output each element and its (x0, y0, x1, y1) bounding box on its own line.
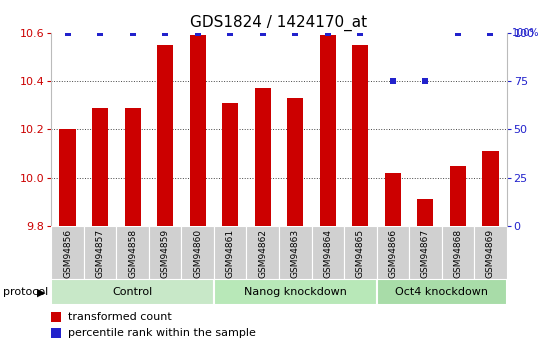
Text: GSM94859: GSM94859 (161, 229, 170, 278)
Bar (311, 226, 344, 279)
Text: GSM94857: GSM94857 (95, 229, 104, 278)
Text: 100%: 100% (512, 28, 540, 38)
Bar (149, 226, 181, 279)
Text: GSM94856: GSM94856 (63, 229, 72, 278)
Text: GSM94862: GSM94862 (258, 229, 267, 278)
Text: Nanog knockdown: Nanog knockdown (244, 287, 347, 297)
Bar (352, 45, 368, 226)
Text: GSM94858: GSM94858 (128, 229, 137, 278)
Bar (222, 103, 238, 226)
Text: GSM94869: GSM94869 (486, 229, 495, 278)
Text: transformed count: transformed count (68, 312, 172, 322)
Point (193, 30, 202, 36)
Point (226, 30, 235, 36)
Text: GSM94864: GSM94864 (323, 229, 332, 278)
Bar (181, 226, 214, 279)
Point (258, 30, 267, 36)
Bar (157, 45, 174, 226)
Bar (482, 151, 498, 226)
Bar (279, 226, 311, 279)
Bar (377, 279, 507, 305)
Point (161, 30, 170, 36)
Bar (51, 279, 214, 305)
Text: Control: Control (113, 287, 153, 297)
Text: ▶: ▶ (37, 287, 46, 297)
Text: GSM94863: GSM94863 (291, 229, 300, 278)
Bar (124, 108, 141, 226)
Bar (474, 226, 507, 279)
Text: Oct4 knockdown: Oct4 knockdown (395, 287, 488, 297)
Bar (450, 166, 466, 226)
Text: GSM94861: GSM94861 (226, 229, 235, 278)
Point (128, 30, 137, 36)
Point (486, 30, 495, 36)
Point (63, 30, 72, 36)
Bar (247, 226, 279, 279)
Text: GSM94867: GSM94867 (421, 229, 430, 278)
Text: percentile rank within the sample: percentile rank within the sample (68, 328, 256, 338)
Bar (320, 35, 336, 226)
Text: protocol: protocol (3, 287, 48, 297)
Point (291, 30, 300, 36)
Text: GSM94860: GSM94860 (193, 229, 202, 278)
Point (323, 30, 332, 36)
Bar (384, 173, 401, 226)
Text: GSM94868: GSM94868 (454, 229, 463, 278)
Bar (117, 226, 149, 279)
Bar (92, 108, 108, 226)
Text: GSM94865: GSM94865 (356, 229, 365, 278)
Point (421, 78, 430, 84)
Bar (214, 226, 247, 279)
Text: GSM94866: GSM94866 (388, 229, 397, 278)
Bar (51, 226, 84, 279)
Bar (377, 226, 409, 279)
Bar (84, 226, 117, 279)
Bar (214, 279, 377, 305)
Bar (190, 35, 206, 226)
Bar (344, 226, 377, 279)
Bar (60, 129, 76, 226)
Point (95, 30, 104, 36)
Bar (287, 98, 304, 226)
Bar (417, 199, 434, 226)
Bar (441, 226, 474, 279)
Point (356, 30, 365, 36)
Title: GDS1824 / 1424170_at: GDS1824 / 1424170_at (190, 15, 368, 31)
Point (388, 78, 397, 84)
Bar (409, 226, 441, 279)
Point (454, 30, 463, 36)
Bar (254, 88, 271, 226)
